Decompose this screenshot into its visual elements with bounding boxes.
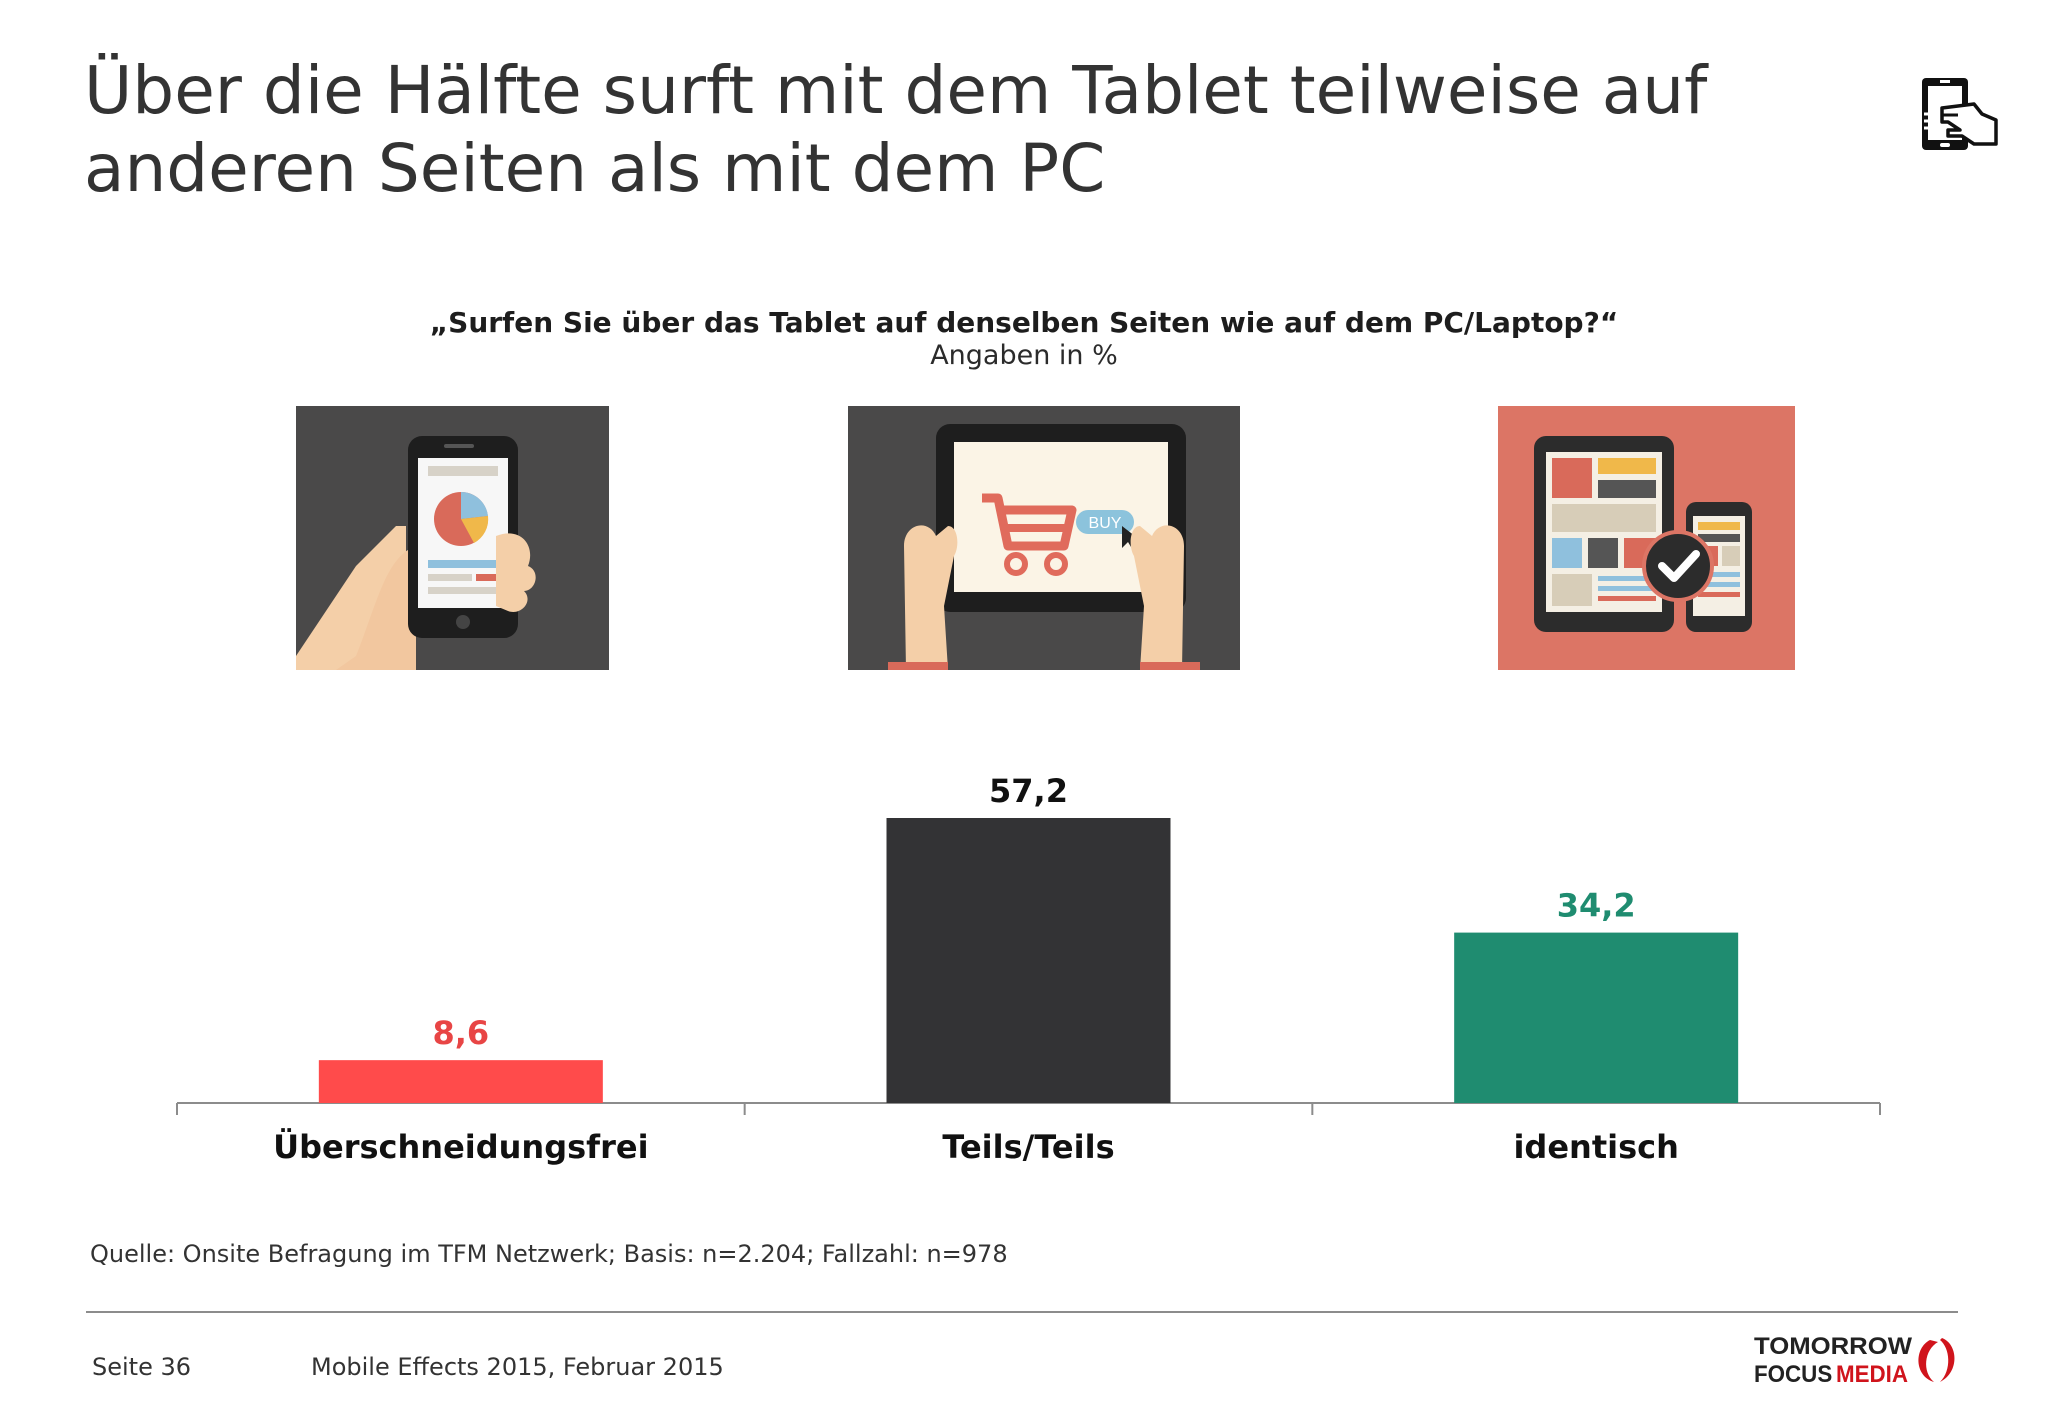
page-title-line-1: Über die Hälfte surft mit dem Tablet tei… [84,52,1708,129]
chart-subtitle: Angaben in % [930,340,1118,371]
page-number: Seite 36 [92,1353,192,1381]
tablet-shopping-cart-illustration: BUY [848,406,1240,670]
logo-media: MEDIA [1836,1361,1908,1386]
page-title-line-2: anderen Seiten als mit dem PC [84,130,1106,207]
responsive-devices-check-illustration [1498,406,1795,670]
bar-1 [318,1060,603,1103]
source-note: Quelle: Onsite Befragung im TFM Netzwerk… [90,1240,1008,1268]
bar-3 [1454,932,1739,1103]
bar-value-label-3: 34,2 [1557,887,1636,925]
bar-value-label-1: 8,6 [432,1014,489,1052]
bar-value-label-2: 57,2 [989,772,1068,810]
smartphone-chart-illustration [296,406,609,670]
logo-line-1: TOMORROW [1754,1333,1912,1360]
page-title: Über die Hälfte surft mit dem Tablet tei… [84,52,1784,208]
footer-divider [86,1311,1958,1313]
logo-focus: FOCUS [1754,1361,1832,1386]
bar-2 [886,818,1171,1103]
chart-title: „Surfen Sie über das Tablet auf denselbe… [429,306,1619,339]
tomorrow-focus-media-logo: TOMORROW FOCUSMEDIA [1754,1333,1955,1386]
logo-swoosh-icon [1918,1340,1938,1382]
category-label-2: Teils/Teils [942,1128,1114,1166]
category-label-3: identisch [1513,1128,1678,1166]
publication-info: Mobile Effects 2015, Februar 2015 [311,1353,724,1381]
tablet-hand-icon [1922,78,1998,150]
category-label-1: Überschneidungsfrei [273,1128,648,1166]
buy-button-text: BUY [1089,515,1122,532]
svg-text:FOCUSMEDIA: FOCUSMEDIA [1754,1361,1908,1386]
